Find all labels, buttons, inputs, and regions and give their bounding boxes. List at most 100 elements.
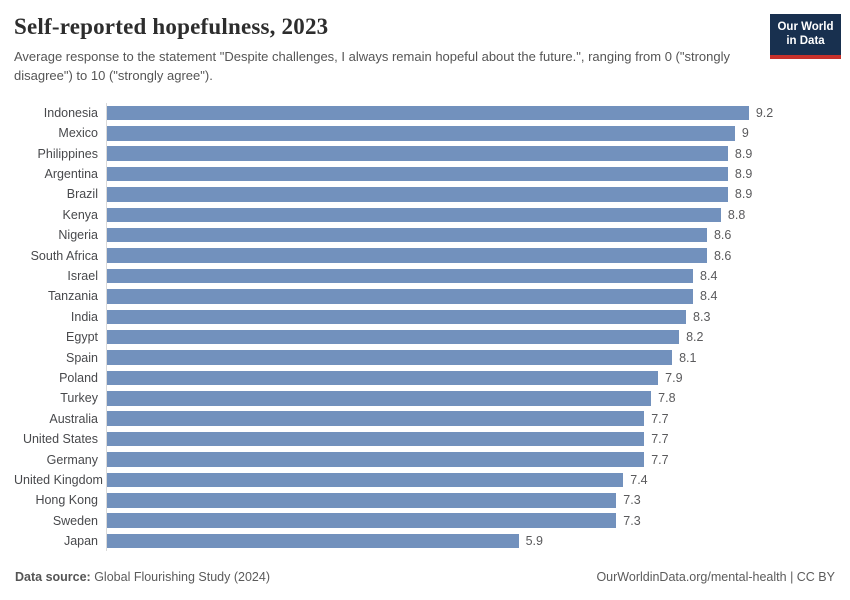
bar-track: 8.1	[106, 347, 850, 368]
bar-track: 7.3	[106, 490, 850, 511]
bar-value-label: 8.3	[693, 309, 711, 324]
bar[interactable]	[107, 411, 645, 426]
bar-track: 7.9	[106, 367, 850, 389]
bar[interactable]	[107, 126, 735, 141]
bar-track: 8.2	[106, 326, 850, 348]
country-label[interactable]: Philippines	[37, 146, 98, 161]
bar-row: Indonesia 9.2	[14, 102, 850, 124]
bar[interactable]	[107, 472, 624, 488]
bar-chart: Indonesia 9.2 Mexico 9 Philippines 8.9 Argenti…	[0, 102, 850, 552]
country-label[interactable]: Mexico	[58, 126, 98, 141]
bar-track: 7.7	[106, 408, 850, 429]
bar-track: 9.2	[106, 102, 850, 124]
bar[interactable]	[107, 513, 617, 528]
bar[interactable]	[107, 493, 617, 508]
bar-track: 7.3	[106, 510, 850, 531]
country-label[interactable]: South Africa	[30, 248, 98, 263]
bar-row: South Africa 8.6	[14, 245, 850, 266]
country-label[interactable]: Germany	[46, 452, 98, 467]
title-block: Self-reported hopefulness, 2023 Average …	[14, 14, 736, 86]
bar-track: 8.6	[106, 225, 850, 246]
bar[interactable]	[107, 370, 659, 386]
bar-value-label: 8.8	[727, 207, 746, 222]
bar-value-label: 8.6	[713, 248, 732, 263]
bar-value-label: 8.9	[734, 167, 753, 182]
bar-track: 7.7	[106, 428, 850, 450]
bar[interactable]	[107, 431, 645, 447]
bar-row: Japan 5.9	[14, 530, 850, 552]
bar-row: Argentina 8.9	[14, 163, 850, 185]
country-label[interactable]: Sweden	[52, 513, 98, 528]
bar-value-label: 7.7	[651, 432, 669, 447]
bar-value-label: 8.1	[679, 350, 697, 365]
bar[interactable]	[107, 329, 680, 345]
country-label[interactable]: Australia	[49, 411, 98, 426]
bar-track: 8.3	[106, 306, 850, 327]
country-label[interactable]: Indonesia	[43, 105, 98, 120]
bar-value-label: 8.4	[700, 269, 718, 283]
bar-row: Germany 7.7	[14, 449, 850, 470]
country-label[interactable]: India	[70, 309, 98, 324]
country-label[interactable]: Kenya	[62, 207, 98, 222]
chart-subtitle: Average response to the statement "Despi…	[14, 49, 731, 83]
country-label[interactable]: United Kingdom	[14, 472, 103, 487]
bar[interactable]	[107, 452, 645, 467]
bar-track: 9	[106, 123, 850, 144]
bar-track: 8.9	[106, 163, 850, 185]
country-label[interactable]: Turkey	[60, 391, 98, 406]
country-label[interactable]: Japan	[63, 534, 98, 549]
bar[interactable]	[107, 350, 673, 365]
bar[interactable]	[107, 166, 728, 182]
bar[interactable]	[107, 248, 707, 263]
bar-row: Philippines 8.9	[14, 143, 850, 164]
bar[interactable]	[107, 146, 728, 161]
country-label[interactable]: Hong Kong	[35, 493, 98, 508]
country-label[interactable]: Israel	[67, 269, 98, 283]
bar-row: United Kingdom 7.4	[14, 469, 850, 491]
country-label[interactable]: Egypt	[66, 330, 98, 345]
bar-value-label: 7.9	[665, 370, 683, 385]
bar[interactable]	[107, 105, 749, 121]
country-label[interactable]: Brazil	[66, 187, 98, 202]
bar-value-label: 7.3	[623, 513, 641, 528]
bar[interactable]	[107, 227, 707, 243]
bar-value-label: 8.6	[713, 228, 732, 243]
bar[interactable]	[107, 391, 652, 406]
bar-track: 7.7	[106, 449, 850, 470]
bar-track: 8.4	[106, 265, 850, 287]
bar-track: 7.8	[106, 388, 850, 409]
bar-row: Nigeria 8.6	[14, 225, 850, 246]
country-label[interactable]: Nigeria	[58, 228, 98, 243]
bar[interactable]	[107, 289, 694, 304]
bar-row: India 8.3	[14, 306, 850, 327]
bar-value-label: 9.2	[755, 105, 774, 120]
country-label[interactable]: United States	[22, 432, 98, 447]
bar[interactable]	[107, 268, 694, 284]
owid-logo[interactable]: Our World in Data	[770, 14, 841, 59]
bar-value-label: 7.3	[623, 493, 641, 508]
bar-track: 8.8	[106, 204, 850, 226]
bar-track: 8.6	[106, 245, 850, 266]
owid-logo-box: Our World in Data	[770, 14, 841, 55]
bar-row: Australia 7.7	[14, 408, 850, 429]
bar-row: Mexico 9	[14, 123, 850, 144]
attribution-link[interactable]: OurWorldinData.org/mental-health | CC BY	[596, 570, 835, 584]
bar-row: Israel 8.4	[14, 265, 850, 287]
bar-value-label: 8.9	[734, 146, 753, 161]
owid-logo-stripe	[770, 54, 841, 59]
bar-track: 7.4	[106, 469, 850, 491]
bar-value-label: 8.4	[700, 289, 718, 304]
country-label[interactable]: Poland	[59, 370, 98, 385]
bar-row: Tanzania 8.4	[14, 286, 850, 307]
bar-track: 8.9	[106, 143, 850, 164]
bar-value-label: 7.4	[630, 472, 648, 487]
bar[interactable]	[107, 309, 687, 325]
bar[interactable]	[107, 187, 728, 202]
bar[interactable]	[107, 533, 519, 549]
bar-value-label: 7.7	[651, 452, 669, 467]
country-label[interactable]: Tanzania	[47, 289, 98, 304]
country-label[interactable]: Spain	[66, 350, 98, 365]
bar[interactable]	[107, 207, 721, 223]
bar-row: Kenya 8.8	[14, 204, 850, 226]
country-label[interactable]: Argentina	[44, 167, 98, 182]
